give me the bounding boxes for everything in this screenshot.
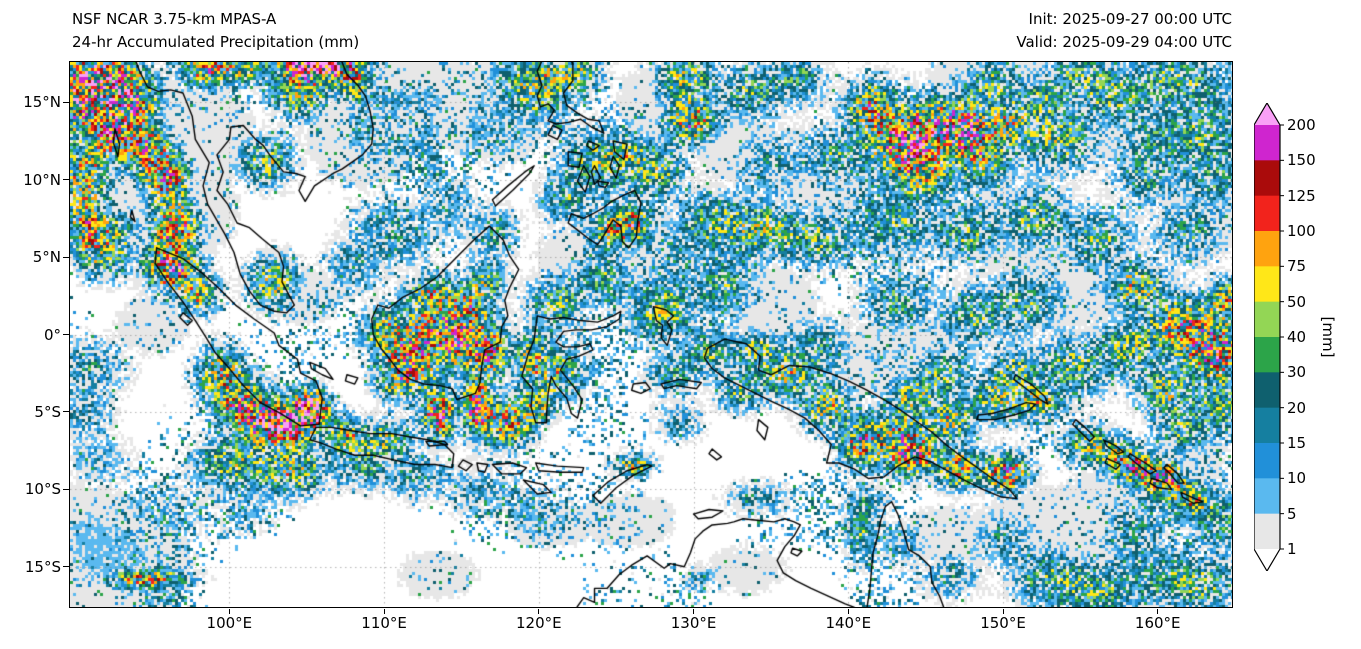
x-tick-label: 150°E (980, 614, 1026, 632)
y-tick-label: 15°N (23, 93, 61, 112)
colorbar-tick-label: 200 (1287, 116, 1316, 134)
colorbar-band (1254, 266, 1280, 303)
y-tick-label: 15°S (24, 557, 61, 576)
figure-time-block: Init: 2025-09-27 00:00 UTC Valid: 2025-0… (1016, 8, 1232, 54)
colorbar-band (1254, 231, 1280, 267)
x-tick-mark (383, 609, 385, 614)
x-tick-label: 160°E (1134, 614, 1181, 632)
valid-time: Valid: 2025-09-29 04:00 UTC (1016, 33, 1232, 51)
y-tick-mark (63, 488, 69, 490)
y-tick-mark (63, 334, 69, 335)
colorbar-tick-label: 5 (1287, 504, 1297, 523)
y-tick-mark (63, 566, 69, 568)
x-tick-mark (693, 609, 695, 614)
colorbar-tick-label: 10 (1287, 469, 1307, 488)
product-name: 24-hr Accumulated Precipitation (mm) (72, 33, 360, 51)
x-tick-label: 110°E (361, 614, 407, 632)
x-tick-label: 100°E (206, 614, 253, 632)
y-tick-label: 10°S (24, 480, 61, 499)
x-tick-mark (538, 609, 540, 614)
x-tick-label: 120°E (516, 614, 562, 632)
colorbar-band (1254, 443, 1280, 479)
colorbar-band (1254, 407, 1280, 444)
colorbar-band (1254, 372, 1280, 409)
colorbar-tick-label: 40 (1287, 328, 1307, 346)
colorbar-tick-label: 100 (1287, 222, 1316, 240)
colorbar-tick-label: 20 (1287, 398, 1307, 417)
colorbar-band (1254, 195, 1280, 232)
x-tick-mark (1157, 609, 1159, 614)
y-tick-label: 10°N (23, 170, 61, 189)
colorbar-band (1254, 478, 1280, 515)
figure-title-block: NSF NCAR 3.75-km MPAS-A 24-hr Accumulate… (72, 8, 359, 54)
y-tick-label: 0° (43, 325, 61, 344)
colorbar-under-triangle (1254, 549, 1280, 571)
y-tick-mark (63, 179, 69, 181)
y-tick-mark (63, 101, 69, 103)
x-tick-mark (847, 609, 849, 614)
colorbar-band (1254, 301, 1280, 338)
map-frame (69, 61, 1233, 608)
y-tick-mark (63, 256, 69, 258)
colorbar-tick-label: 50 (1287, 292, 1307, 311)
colorbar-band (1254, 337, 1280, 373)
colorbar-band (1254, 513, 1280, 550)
colorbar-tick-label: 125 (1287, 186, 1316, 205)
x-tick-label: 130°E (670, 614, 717, 632)
colorbar-band (1254, 160, 1280, 197)
model-name: NSF NCAR 3.75-km MPAS-A (72, 10, 277, 28)
colorbar-band (1254, 125, 1280, 161)
colorbar-tick-label: 30 (1287, 363, 1307, 382)
colorbar-tick-label: 15 (1287, 434, 1307, 452)
colorbar-tick-label: 75 (1287, 257, 1307, 276)
colorbar-svg (1253, 101, 1284, 573)
colorbar-tick-label: 150 (1287, 151, 1316, 170)
precip-map-canvas (70, 62, 1232, 607)
x-tick-mark (228, 609, 230, 614)
colorbar-over-triangle (1254, 103, 1280, 125)
x-tick-label: 140°E (825, 614, 872, 632)
colorbar (1253, 101, 1288, 575)
x-tick-mark (1002, 609, 1004, 614)
y-tick-label: 5°N (32, 248, 61, 267)
y-tick-label: 5°S (34, 402, 61, 421)
y-tick-mark (63, 411, 69, 413)
colorbar-tick-label: 1 (1287, 540, 1297, 558)
init-time: Init: 2025-09-27 00:00 UTC (1028, 10, 1232, 28)
colorbar-unit-label: [mm] (1319, 316, 1337, 358)
